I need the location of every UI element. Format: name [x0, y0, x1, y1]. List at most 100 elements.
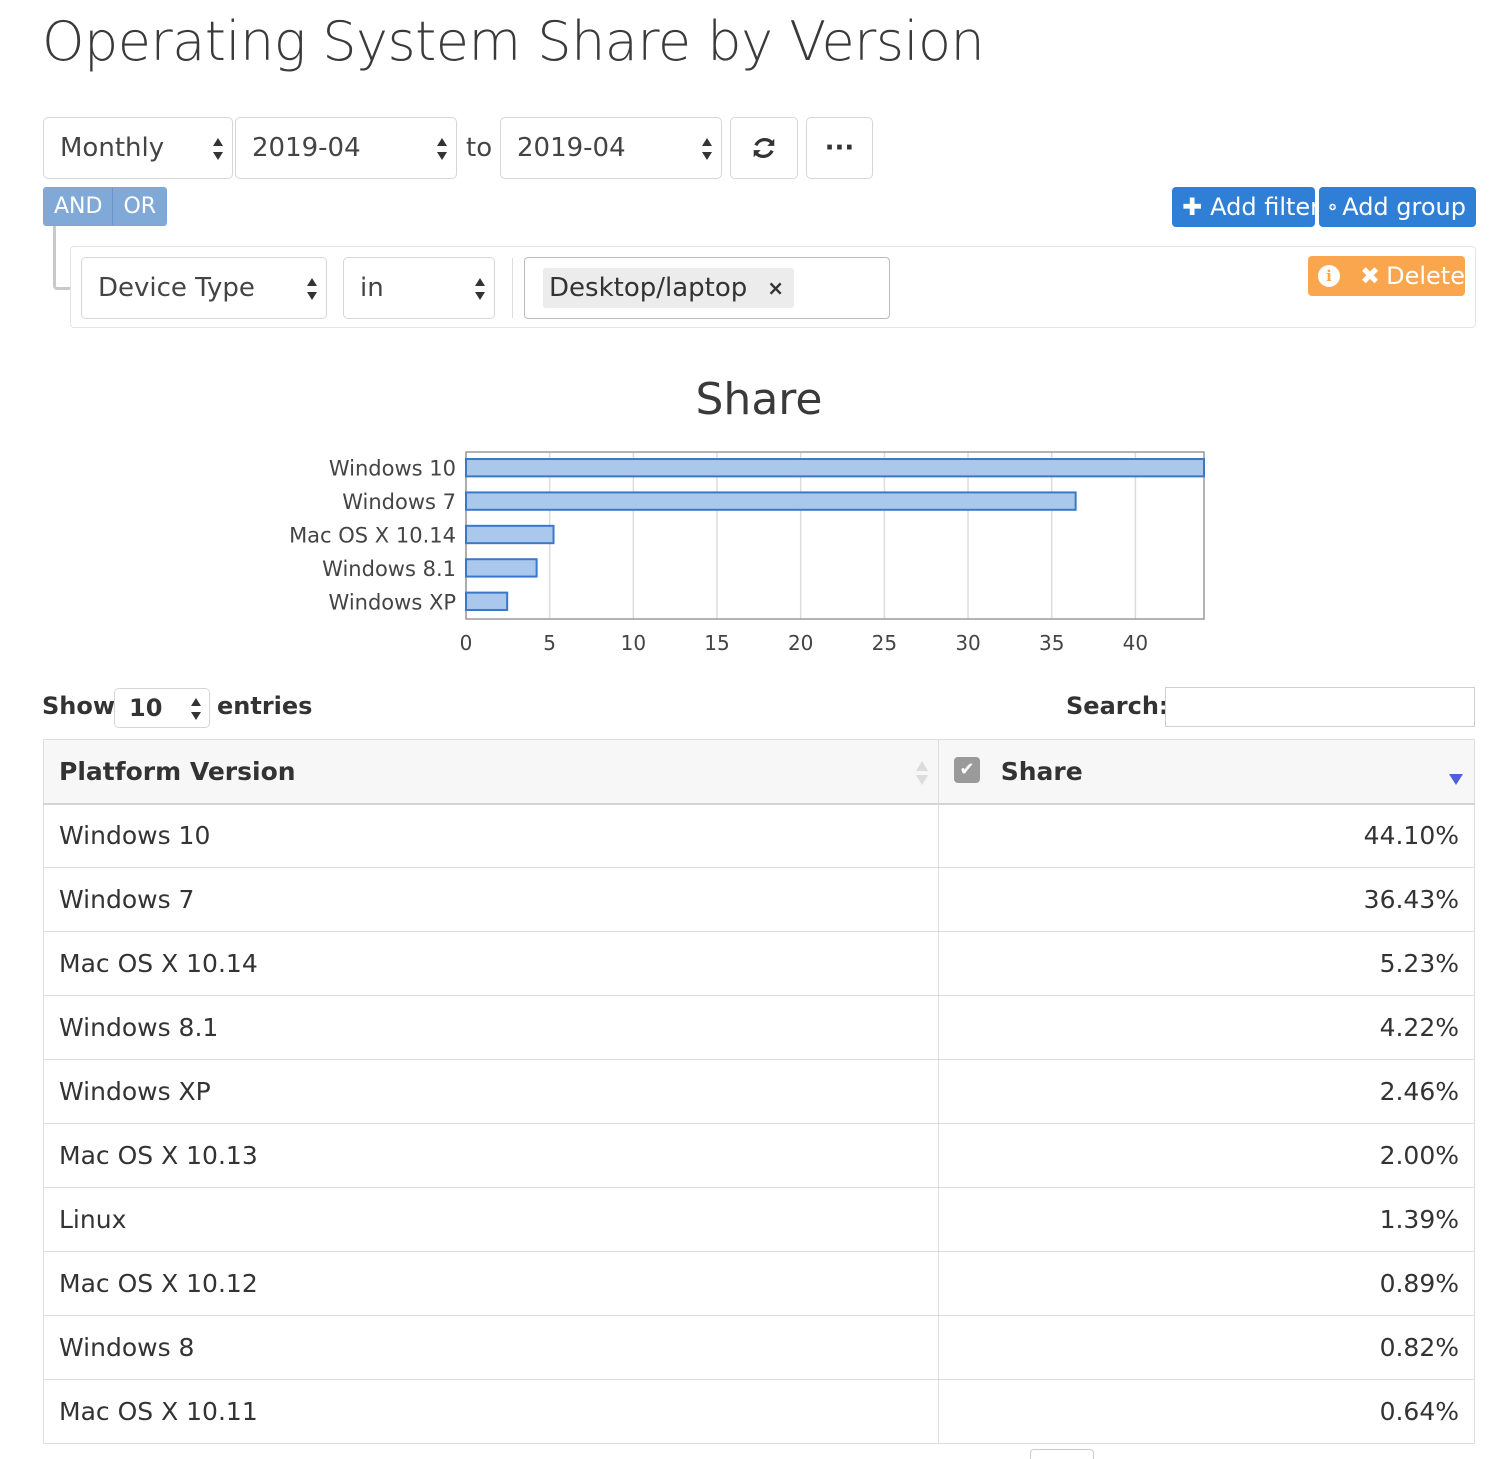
info-icon[interactable]: i — [1318, 265, 1340, 287]
sort-desc-icon — [1449, 774, 1463, 785]
column-header-share[interactable]: ✔ Share — [938, 739, 1475, 805]
cell-platform-version: Windows 7 — [43, 867, 939, 932]
or-button[interactable]: OR — [112, 188, 167, 225]
times-icon: ✖ — [1360, 262, 1381, 290]
start-date-select[interactable]: 2019-04 — [235, 117, 457, 179]
delete-label: Delete — [1386, 262, 1465, 290]
end-date-value: 2019-04 — [517, 133, 626, 163]
entries-label: entries — [217, 692, 313, 720]
chart-title: Share — [696, 374, 823, 425]
x-tick-label: 40 — [1123, 631, 1148, 655]
page-length-value: 10 — [129, 694, 163, 722]
cell-share: 2.00% — [938, 1123, 1475, 1188]
cell-platform-version: Mac OS X 10.13 — [43, 1123, 939, 1188]
plus-circle-icon — [1329, 203, 1336, 211]
end-date-select[interactable]: 2019-04 — [500, 117, 722, 179]
cell-platform-version: Linux — [43, 1187, 939, 1252]
table-row[interactable]: Windows 8 0.82% — [43, 1315, 1475, 1380]
plus-icon: ✚ — [1182, 193, 1203, 221]
refresh-button[interactable] — [730, 117, 798, 179]
conjunction-toggle[interactable]: AND OR — [43, 187, 168, 226]
cell-platform-version: Windows 10 — [43, 803, 939, 868]
add-filter-button[interactable]: ✚ Add filter — [1172, 187, 1320, 227]
value-tag-label: Desktop/laptop — [549, 273, 748, 303]
y-category-label: Windows 10 — [329, 457, 456, 481]
period-value: Monthly — [60, 133, 165, 163]
table-row[interactable]: Windows 10 44.10% — [43, 803, 1475, 868]
bar — [465, 591, 509, 611]
column-header-label: Share — [1000, 756, 1083, 786]
cell-platform-version: Windows 8 — [43, 1315, 939, 1380]
y-category-label: Windows XP — [329, 590, 456, 614]
cell-share: 0.82% — [938, 1315, 1475, 1380]
table-row[interactable]: Windows XP 2.46% — [43, 1059, 1475, 1124]
divider — [512, 258, 513, 318]
period-select[interactable]: Monthly — [43, 117, 233, 179]
x-tick-label: 35 — [1039, 631, 1064, 655]
search-input[interactable] — [1165, 687, 1475, 727]
bar — [465, 458, 1205, 478]
column-checkbox[interactable]: ✔ — [954, 756, 980, 783]
to-label: to — [466, 133, 493, 163]
x-tick-label: 0 — [460, 631, 473, 655]
bar — [465, 524, 555, 545]
table-row[interactable]: Linux 1.39% — [43, 1187, 1475, 1252]
rule-operator-select[interactable]: in — [343, 257, 495, 319]
data-table: Platform Version ✔ Share Windows 10 44.10… — [43, 739, 1475, 1444]
table-header-row: Platform Version ✔ Share — [43, 739, 1475, 805]
x-tick-label: 15 — [704, 631, 729, 655]
select-arrows-icon — [436, 136, 448, 162]
more-options-button[interactable]: ··· — [806, 117, 873, 179]
x-tick-label: 30 — [955, 631, 980, 655]
x-tick-label: 5 — [543, 631, 556, 655]
cell-share: 1.39% — [938, 1187, 1475, 1252]
cell-platform-version: Windows XP — [43, 1059, 939, 1124]
share-bar-chart: Share 0 5 10 15 20 25 30 35 40 Windows 10 Windows 7… — [289, 374, 1205, 655]
bar — [465, 558, 538, 578]
cell-share: 0.64% — [938, 1379, 1475, 1444]
remove-tag-icon[interactable]: × — [767, 276, 785, 300]
cell-share: 4.22% — [938, 995, 1475, 1060]
table-row[interactable]: Windows 8.1 4.22% — [43, 995, 1475, 1060]
select-arrows-icon — [212, 136, 224, 162]
rule-field-select[interactable]: Device Type — [81, 257, 327, 319]
table-row[interactable]: Mac OS X 10.13 2.00% — [43, 1123, 1475, 1188]
add-group-label: Add group — [1342, 193, 1466, 221]
cell-share: 0.89% — [938, 1251, 1475, 1316]
cell-platform-version: Mac OS X 10.14 — [43, 931, 939, 996]
cell-platform-version: Mac OS X 10.12 — [43, 1251, 939, 1316]
page-length-select[interactable]: 10 — [114, 688, 210, 728]
column-header-label: Platform Version — [59, 756, 296, 786]
table-row[interactable]: Mac OS X 10.14 5.23% — [43, 931, 1475, 996]
rule-field-value: Device Type — [98, 273, 255, 303]
show-label: Show — [42, 692, 116, 720]
x-tick-label: 10 — [621, 631, 646, 655]
column-header-platform-version[interactable]: Platform Version — [43, 739, 939, 805]
table-row[interactable]: Windows 7 36.43% — [43, 867, 1475, 932]
rule-operator-value: in — [360, 273, 384, 303]
cell-platform-version: Windows 8.1 — [43, 995, 939, 1060]
table-row[interactable]: Mac OS X 10.11 0.64% — [43, 1379, 1475, 1444]
y-category-label: Windows 8.1 — [322, 557, 456, 581]
add-group-button[interactable]: Add group — [1319, 187, 1476, 227]
and-button[interactable]: AND — [44, 188, 113, 225]
x-tick-label: 20 — [788, 631, 813, 655]
add-filter-label: Add filter — [1210, 193, 1321, 221]
select-arrows-icon — [190, 697, 202, 721]
select-arrows-icon — [306, 276, 318, 302]
sort-icon — [916, 760, 928, 786]
refresh-icon — [753, 138, 775, 158]
y-category-label: Windows 7 — [342, 490, 456, 514]
select-arrows-icon — [701, 136, 713, 162]
y-category-label: Mac OS X 10.14 — [289, 524, 456, 548]
bar — [465, 491, 1077, 511]
rule-connector — [53, 226, 71, 290]
start-date-value: 2019-04 — [252, 133, 361, 163]
cell-share: 5.23% — [938, 931, 1475, 996]
cell-share: 2.46% — [938, 1059, 1475, 1124]
value-tag: Desktop/laptop × — [543, 268, 795, 308]
rule-value-input[interactable]: Desktop/laptop × — [524, 257, 890, 319]
delete-rule-button[interactable]: i ✖ Delete — [1308, 256, 1465, 296]
table-row[interactable]: Mac OS X 10.12 0.89% — [43, 1251, 1475, 1316]
select-arrows-icon — [474, 276, 486, 302]
